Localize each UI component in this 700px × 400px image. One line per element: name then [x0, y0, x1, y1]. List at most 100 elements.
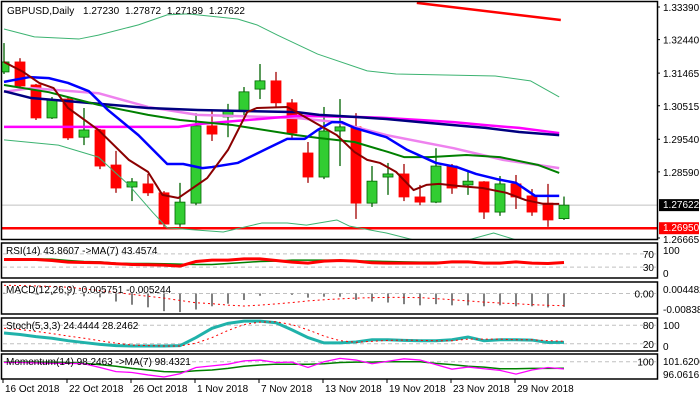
bullish-candle: [334, 99, 346, 167]
price-axis-label: 1.26665: [663, 235, 700, 246]
macd-histogram-bar: [371, 293, 373, 302]
macd-histogram-bar: [515, 293, 517, 307]
candle-body: [350, 126, 362, 204]
candle-body: [46, 99, 58, 119]
macd-histogram-bar: [323, 293, 325, 297]
candle-body: [174, 201, 186, 225]
macd-histogram-bar: [499, 293, 501, 306]
bullish-candle: [174, 182, 186, 227]
upper-band-line: [3, 13, 560, 98]
rsi-panel-border: [0, 242, 659, 279]
candle-body: [494, 183, 506, 213]
time-axis-label: 16 Oct 2018: [5, 384, 60, 395]
macd-histogram-bar: [451, 293, 453, 306]
macd-histogram-bar: [435, 293, 437, 305]
time-axis-label: 23 Nov 2018: [453, 384, 510, 395]
candle-body: [462, 180, 474, 186]
momentum-ma-line: [4, 360, 565, 373]
ma-long-red-line: [416, 2, 561, 22]
stoch-panel-border: [0, 317, 659, 352]
lower-band-line: [3, 139, 515, 239]
stoch-panel[interactable]: Stoch(5,3,3) 24.4444 28.2462: [0, 317, 659, 352]
price-marker-label: 1.26950: [663, 223, 700, 234]
macd-histogram-bar: [355, 293, 357, 300]
candle-body: [110, 164, 122, 189]
macd-histogram-bar: [259, 293, 261, 296]
rsi-panel[interactable]: RSI(14) 43.8607 ->MA(7) 43.4574: [0, 242, 659, 279]
candle-body: [14, 61, 26, 87]
candle-body: [270, 80, 282, 104]
macd-panel[interactable]: MACD(12,26,9) -0.005751 -0.005244: [0, 281, 659, 315]
macd-histogram-bar: [387, 293, 389, 303]
macd-histogram-bar: [275, 293, 277, 294]
price-axis-label: 1.33390: [663, 3, 700, 14]
candle-body: [366, 180, 378, 204]
candle-body: [318, 130, 330, 178]
macd-level-label: 0.00: [635, 289, 655, 300]
macd-histogram-bar: [547, 293, 549, 308]
macd-histogram-bar: [531, 293, 533, 307]
stoch-axis-label-min: 0: [663, 342, 669, 353]
candle-body: [414, 196, 426, 203]
time-axis-label: 26 Oct 2018: [133, 384, 188, 395]
candle-body: [126, 181, 138, 188]
macd-histogram-bar: [195, 293, 197, 310]
candle-body: [238, 91, 250, 112]
bearish-candle: [62, 96, 74, 140]
macd-histogram-bar: [67, 293, 69, 296]
macd-histogram-bar: [99, 293, 101, 298]
bullish-candle: [366, 166, 378, 207]
macd-histogram-bar: [227, 293, 229, 304]
macd-histogram-bar: [419, 293, 421, 306]
momentum-panel[interactable]: Momentum(14) 98.2463 ->MA(7) 98.4321: [0, 353, 659, 380]
candle-body: [382, 173, 394, 178]
candle-body: [478, 181, 490, 213]
macd-histogram-bar: [339, 293, 341, 297]
ma-violet-line: [3, 86, 560, 170]
bullish-candle: [462, 170, 474, 195]
bearish-candle: [110, 150, 122, 193]
indicator-panels[interactable]: RSI(14) 43.8607 ->MA(7) 43.4574 MACD(12,2…: [0, 242, 659, 380]
price-axis-label: 1.31465: [663, 69, 700, 80]
main-price-panel[interactable]: [0, 2, 657, 244]
price-marker-box: [659, 222, 699, 235]
price-axis-label: 1.32440: [663, 36, 700, 47]
macd-indicator-label: MACD(12,26,9) -0.005751 -0.005244: [6, 285, 172, 296]
macd-histogram-bar: [83, 293, 85, 297]
time-axis-label: 13 Nov 2018: [325, 384, 382, 395]
candle-body: [558, 204, 570, 219]
rsi-axis-label-min: 0: [663, 269, 669, 280]
stoch-level-label: 80: [643, 321, 655, 332]
momentum-line: [4, 357, 565, 378]
macd-histogram-bar: [403, 293, 405, 305]
stoch-indicator-label: Stoch(5,3,3) 24.4444 28.2462: [6, 321, 139, 332]
rsi-indicator-label: RSI(14) 43.8607 ->MA(7) 43.4574: [6, 246, 158, 257]
chart-title: GBPUSD,Daily 1.27230 1.27872 1.27189 1.2…: [7, 6, 245, 17]
macd-signal-line: [3, 284, 565, 307]
bullish-candle: [318, 106, 330, 180]
ma-green-line: [3, 83, 560, 174]
price-axis-label: 1.29540: [663, 135, 700, 146]
time-axis-label: 7 Nov 2018: [261, 384, 313, 395]
rsi-level-label: 70: [643, 250, 655, 261]
symbol-timeframe: GBPUSD,Daily: [7, 6, 74, 17]
time-axis-label: 1 Nov 2018: [197, 384, 249, 395]
stoch-signal-line: [3, 321, 565, 347]
low-value: 1.27189: [167, 6, 204, 17]
macd-histogram-bar: [307, 293, 309, 298]
candle-body: [542, 202, 554, 221]
macd-axis-label-min: -0.008387: [663, 305, 700, 316]
bearish-candle: [270, 71, 282, 108]
main-panel-border: [0, 0, 659, 241]
candle-body: [94, 129, 106, 167]
time-axis-label: 22 Oct 2018: [69, 384, 124, 395]
bullish-candle: [126, 178, 138, 202]
high-value: 1.27872: [125, 6, 162, 17]
macd-histogram-bar: [3, 292, 5, 294]
macd-histogram-bar: [163, 293, 165, 312]
macd-histogram-bar: [291, 293, 293, 295]
momentum-indicator-label: Momentum(14) 98.2463 ->MA(7) 98.4321: [6, 357, 191, 368]
momentum-panel-border: [0, 353, 659, 380]
